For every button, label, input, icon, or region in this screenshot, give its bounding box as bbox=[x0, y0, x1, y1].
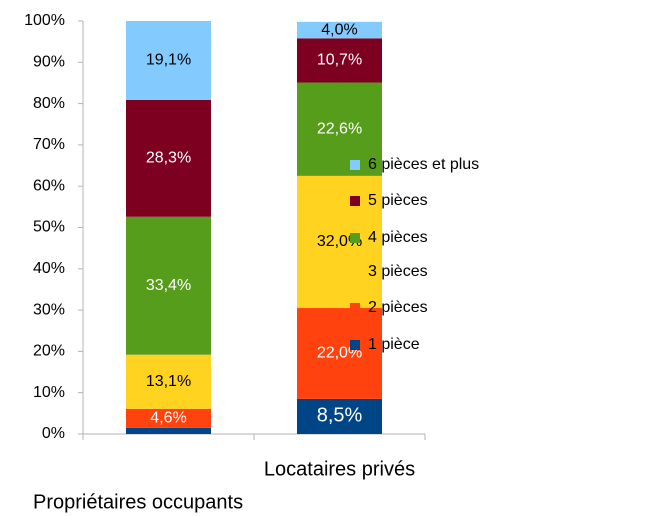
y-tick-label: 40% bbox=[33, 260, 65, 277]
data-label: 4,0% bbox=[321, 21, 357, 38]
data-label: 13,1% bbox=[146, 373, 191, 390]
legend-swatch bbox=[350, 303, 360, 313]
data-label: 8,5% bbox=[317, 405, 363, 427]
legend-swatch bbox=[350, 160, 360, 170]
legend-label: 4 pièces bbox=[368, 229, 428, 246]
legend-swatch bbox=[350, 340, 360, 350]
bar-segment bbox=[126, 216, 211, 355]
legend-label: 5 pièces bbox=[368, 192, 428, 209]
bar-segment bbox=[297, 398, 382, 434]
x-tick-label: Propriétaires occupants bbox=[33, 491, 243, 513]
bar-segment bbox=[126, 408, 211, 428]
y-tick-label: 10% bbox=[33, 384, 65, 401]
legend-label: 2 pièces bbox=[368, 299, 428, 316]
y-tick-label: 0% bbox=[42, 425, 65, 442]
legend-label: 3 pièces bbox=[368, 263, 428, 280]
data-label: 28,3% bbox=[146, 150, 191, 167]
bar-segment bbox=[297, 308, 382, 399]
data-label: 19,1% bbox=[146, 52, 191, 69]
y-tick-label: 70% bbox=[33, 136, 65, 153]
y-tick-label: 20% bbox=[33, 343, 65, 360]
y-tick-label: 80% bbox=[33, 95, 65, 112]
y-tick-label: 30% bbox=[33, 301, 65, 318]
data-label: 33,4% bbox=[146, 277, 191, 294]
legend-swatch bbox=[350, 233, 360, 243]
data-label: 10,7% bbox=[317, 52, 362, 69]
data-label: 22,6% bbox=[317, 120, 362, 137]
legend-swatch bbox=[350, 196, 360, 206]
data-label: 4,6% bbox=[150, 410, 186, 427]
legend-swatch bbox=[350, 267, 360, 277]
legend-label: 6 pièces et plus bbox=[368, 156, 479, 173]
y-tick-label: 60% bbox=[33, 177, 65, 194]
y-tick-label: 50% bbox=[33, 219, 65, 236]
bar-segment bbox=[126, 427, 211, 434]
bar-segment bbox=[126, 99, 211, 217]
legend-label: 1 pièce bbox=[368, 336, 420, 353]
bar-segment bbox=[297, 38, 382, 83]
bar-segment bbox=[297, 82, 382, 176]
bar-segment bbox=[126, 354, 211, 409]
bar-segment bbox=[297, 175, 382, 309]
bar-segment bbox=[126, 21, 211, 100]
x-tick-label: Locataires privés bbox=[264, 458, 415, 480]
y-tick-label: 90% bbox=[33, 54, 65, 71]
bar-segment bbox=[297, 21, 382, 39]
y-tick-label: 100% bbox=[24, 12, 65, 29]
